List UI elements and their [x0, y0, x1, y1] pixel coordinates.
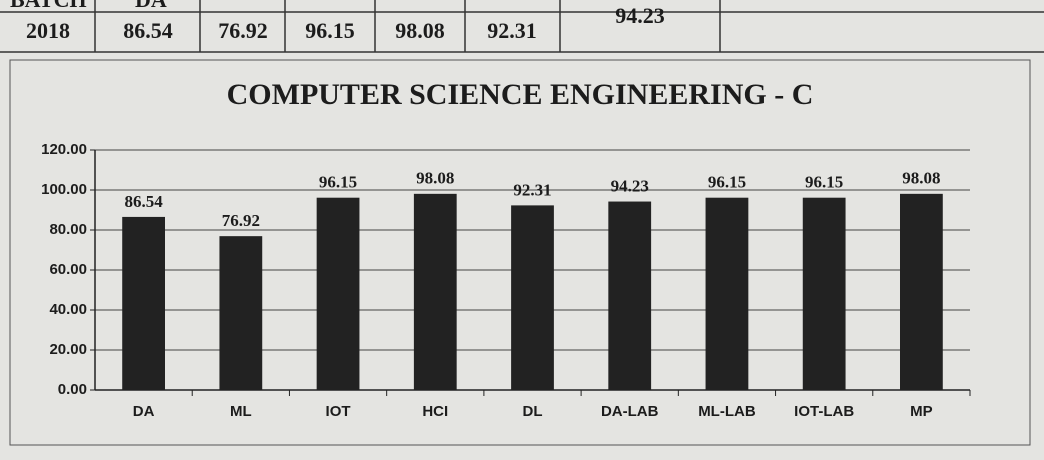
bar: [316, 197, 360, 390]
value-label: 96.15: [319, 173, 357, 192]
bar: [802, 197, 846, 390]
table: [0, 0, 1044, 53]
bar: [900, 193, 943, 390]
table-cell: 2018: [26, 18, 70, 43]
x-tick-label: IOT: [326, 403, 351, 420]
table-header: DA: [135, 0, 167, 12]
table-header: BATCH: [10, 0, 87, 12]
bar: [219, 236, 263, 390]
x-tick-label: IOT-LAB: [794, 403, 854, 420]
value-label: 98.08: [902, 169, 940, 188]
table-cell: 92.31: [487, 18, 537, 43]
y-tick-label: 60.00: [49, 261, 87, 278]
chart-title: COMPUTER SCIENCE ENGINEERING - C: [227, 78, 814, 111]
value-label: 86.54: [124, 192, 163, 211]
value-label: 76.92: [222, 211, 260, 230]
y-tick-label: 80.00: [49, 221, 87, 238]
bar: [511, 205, 554, 390]
x-tick-label: ML: [230, 403, 252, 420]
bar: [122, 216, 165, 390]
chart-frame: [9, 59, 1031, 446]
y-tick-label: 0.00: [58, 381, 87, 398]
y-tick-label: 100.00: [41, 181, 87, 198]
x-tick-label: DL: [523, 403, 543, 420]
bar: [413, 193, 457, 390]
y-tick-label: 20.00: [49, 341, 87, 358]
value-label: 96.15: [708, 173, 746, 192]
value-label: 92.31: [513, 180, 551, 199]
x-tick-label: DA: [133, 403, 155, 420]
x-tick-label: DA-LAB: [601, 403, 659, 420]
y-tick-label: 40.00: [49, 301, 87, 318]
value-label: 98.08: [416, 169, 454, 188]
x-tick-label: ML-LAB: [698, 403, 756, 420]
x-tick-label: HCI: [422, 403, 448, 420]
table-cell: 96.15: [305, 18, 355, 43]
bar: [705, 197, 749, 390]
table-cell: 94.23: [615, 3, 665, 28]
table-cell: 86.54: [123, 18, 173, 43]
value-label: 96.15: [805, 173, 843, 192]
value-label: 94.23: [611, 176, 649, 195]
table-cell: 76.92: [218, 18, 268, 43]
table-cell: 98.08: [395, 18, 445, 43]
x-tick-label: MP: [910, 403, 933, 420]
bar: [608, 201, 652, 390]
y-tick-label: 120.00: [41, 141, 87, 158]
